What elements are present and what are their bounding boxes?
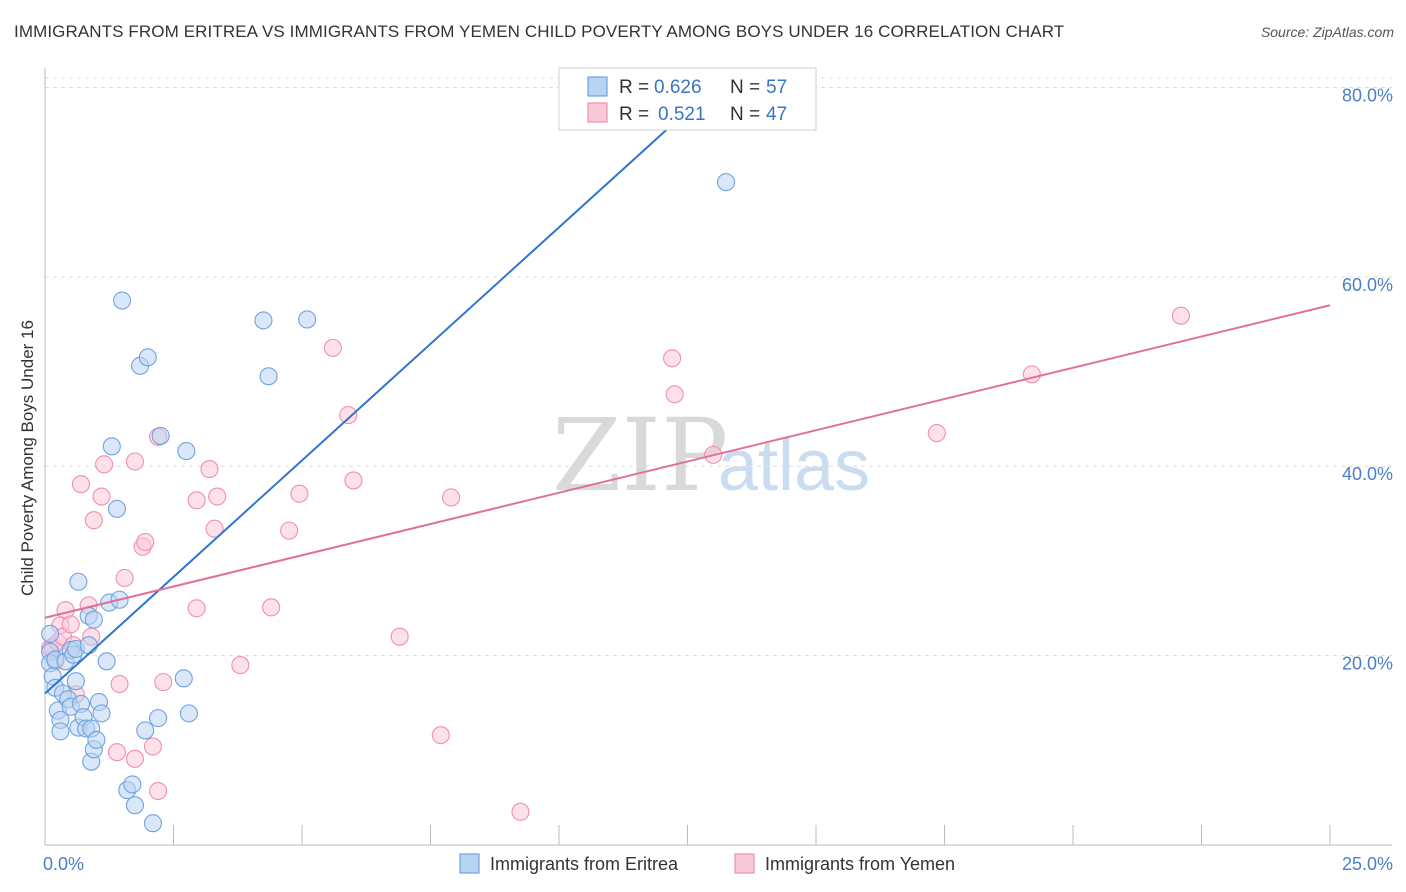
data-point <box>205 519 224 538</box>
chart-title: IMMIGRANTS FROM ERITREA VS IMMIGRANTS FR… <box>14 22 1065 41</box>
y-tick-label: 20.0% <box>1342 654 1393 674</box>
data-point <box>154 673 173 692</box>
data-point <box>511 802 530 821</box>
data-point <box>125 749 144 768</box>
data-point <box>115 568 134 588</box>
stats-eritrea-n-label: N = <box>730 77 760 98</box>
legend-yemen-label: Immigrants from Yemen <box>765 854 955 874</box>
data-point <box>136 532 155 552</box>
data-point <box>125 452 144 471</box>
bottom-legend: Immigrants from Eritrea Immigrants from … <box>459 853 955 874</box>
data-point <box>231 656 250 675</box>
data-point <box>179 704 198 723</box>
data-point <box>323 338 342 357</box>
source-label: Source: ZipAtlas.com <box>1260 24 1394 40</box>
data-point <box>390 627 409 646</box>
data-point <box>339 406 358 425</box>
data-point <box>110 674 129 694</box>
data-point <box>200 460 219 479</box>
stats-eritrea-n-value: 57 <box>766 77 787 98</box>
data-point <box>149 781 168 801</box>
series-yemen-points <box>41 306 1190 821</box>
legend-yemen-swatch <box>734 853 755 874</box>
stats-yemen-r-label: R = <box>619 104 649 125</box>
data-point <box>51 722 70 741</box>
data-point <box>442 488 461 507</box>
data-point <box>138 348 157 367</box>
data-point <box>177 442 196 461</box>
data-point <box>71 475 91 494</box>
data-point <box>927 424 946 443</box>
data-point <box>87 730 106 749</box>
data-point <box>92 487 111 506</box>
data-point <box>344 471 363 490</box>
data-point <box>136 721 155 740</box>
data-point <box>298 310 317 329</box>
watermark-zip: ZIP <box>552 397 728 514</box>
trend-line-eritrea <box>44 86 714 695</box>
data-point <box>92 704 111 723</box>
trend-line-yemen <box>44 304 1331 619</box>
x-tick-label: 25.0% <box>1342 854 1393 874</box>
data-point <box>95 455 114 474</box>
y-tick-label: 40.0% <box>1342 464 1393 484</box>
tick-labels: 20.0% 40.0% 60.0% 80.0% 0.0% 25.0% <box>43 85 1393 874</box>
data-point <box>143 814 162 833</box>
data-point <box>149 709 168 728</box>
stats-legend-box: R = 0.626 N = 57 R = 0.521 N = 47 <box>558 67 817 131</box>
data-point <box>113 291 132 310</box>
data-point <box>174 669 193 688</box>
data-point <box>41 624 60 643</box>
stats-yemen-n-label: N = <box>730 104 760 125</box>
data-point <box>123 775 142 794</box>
y-tick-label: 80.0% <box>1342 85 1393 105</box>
y-tick-label: 60.0% <box>1342 275 1393 295</box>
data-point <box>262 598 281 617</box>
x-tick-label: 0.0% <box>43 854 84 874</box>
data-point <box>102 437 121 456</box>
data-point <box>187 491 206 510</box>
stats-yemen-n-value: 47 <box>766 104 787 125</box>
y-axis-label: Child Poverty Among Boys Under 16 <box>18 320 37 596</box>
data-point <box>1022 365 1041 384</box>
data-point <box>66 672 85 691</box>
data-point <box>107 743 127 762</box>
data-point <box>431 726 450 745</box>
data-point <box>151 426 170 445</box>
legend-eritrea-swatch <box>459 853 480 874</box>
data-point <box>1171 306 1190 325</box>
data-point <box>663 349 682 368</box>
data-point <box>716 173 736 192</box>
data-point <box>79 636 98 655</box>
data-point <box>84 511 103 530</box>
stats-eritrea-swatch <box>587 76 608 97</box>
data-point <box>208 487 227 506</box>
data-point <box>259 367 278 386</box>
data-point <box>143 737 162 756</box>
data-point <box>125 796 144 815</box>
data-point <box>290 484 309 503</box>
data-point <box>61 615 80 634</box>
data-point <box>280 521 299 540</box>
legend-eritrea-label: Immigrants from Eritrea <box>490 854 679 874</box>
data-point <box>187 599 206 618</box>
stats-yemen-r-value: 0.521 <box>658 104 706 125</box>
data-point <box>69 572 88 591</box>
data-point <box>254 311 273 330</box>
data-point <box>84 610 103 629</box>
trend-lines <box>44 86 1331 695</box>
axes <box>44 68 1392 846</box>
data-point <box>665 385 684 404</box>
stats-yemen-swatch <box>587 102 608 123</box>
stats-eritrea-r-value: 0.626 <box>654 77 702 98</box>
data-point <box>97 652 116 671</box>
series-eritrea-points <box>41 173 736 833</box>
stats-eritrea-r-label: R = <box>619 77 649 98</box>
data-point <box>107 499 127 518</box>
